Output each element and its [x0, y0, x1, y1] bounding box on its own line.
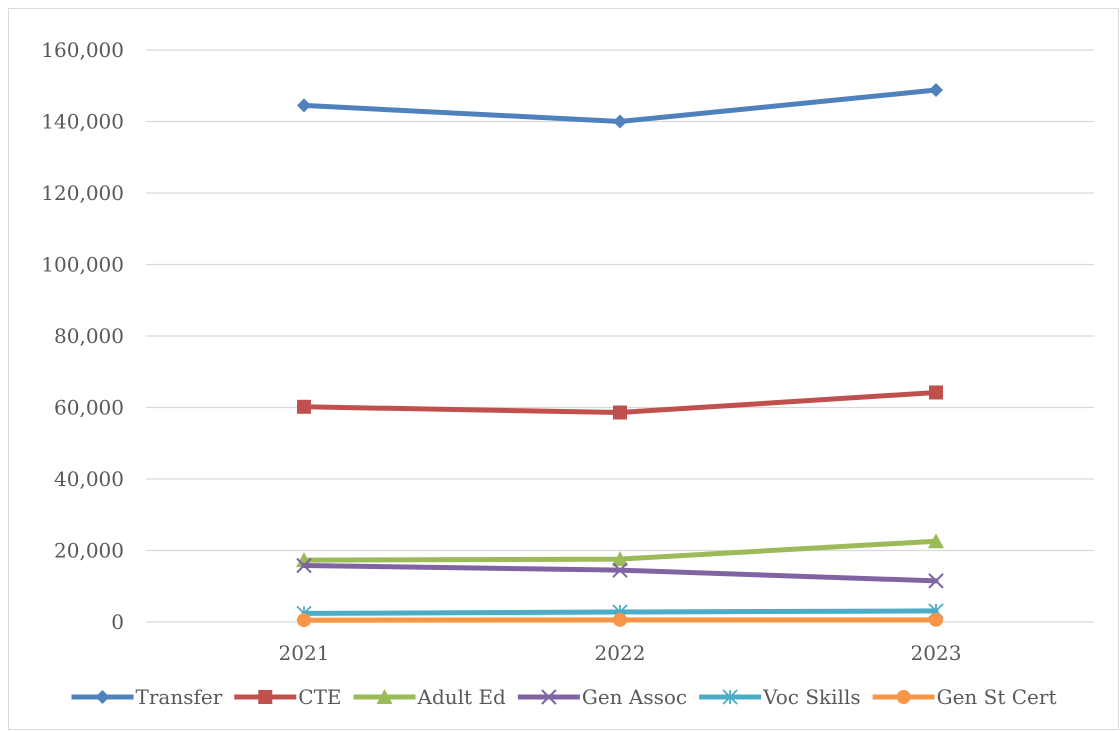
legend-label: CTE — [298, 685, 341, 709]
x-tick-label: 2022 — [595, 641, 646, 665]
legend-label: Gen St Cert — [937, 685, 1057, 709]
y-tick-label: 20,000 — [54, 539, 124, 563]
data-point-cte — [929, 385, 943, 400]
y-tick-label: 160,000 — [41, 38, 124, 62]
data-point-cte — [613, 405, 627, 420]
series-adult-ed — [296, 533, 944, 568]
data-point-gen-st-cert — [929, 612, 943, 627]
legend-marker — [722, 689, 738, 705]
data-point-transfer — [929, 83, 943, 98]
legend-item: Transfer — [71, 685, 223, 709]
y-tick-label: 80,000 — [54, 324, 124, 348]
series-gen-assoc — [296, 557, 944, 589]
y-tick-label: 140,000 — [41, 110, 124, 134]
legend-label: Adult Ed — [417, 685, 507, 709]
data-point-adult-ed — [928, 533, 944, 549]
x-tick-label: 2023 — [911, 641, 962, 665]
y-tick-label: 100,000 — [41, 253, 124, 277]
data-point-cte — [297, 399, 311, 414]
x-axis: 2021 2022 2023 — [279, 641, 962, 665]
legend-marker — [95, 690, 110, 704]
legend-item: Voc Skills — [699, 685, 861, 709]
data-point-gen-st-cert — [613, 612, 627, 627]
y-tick-label: 0 — [111, 610, 124, 634]
legend-marker — [376, 689, 393, 704]
data-point-adult-ed — [612, 551, 628, 567]
series-layer — [296, 83, 944, 628]
data-point-transfer — [297, 98, 311, 113]
data-point-gen-st-cert — [297, 613, 311, 628]
y-axis: 0 20,000 40,000 60,000 80,000 100,000 120,000 1… — [41, 38, 124, 634]
data-point-gen-assoc — [612, 562, 628, 578]
legend-marker — [896, 690, 911, 704]
legend-label: Transfer — [136, 685, 223, 709]
legend-marker — [258, 690, 273, 704]
legend-item: Adult Ed — [353, 685, 507, 709]
legend-label: Gen Assoc — [582, 685, 687, 709]
series-line-gen-assoc — [301, 563, 939, 584]
legend-marker — [541, 689, 557, 705]
y-tick-label: 40,000 — [54, 467, 124, 491]
legend-item: CTE — [234, 685, 342, 709]
x-tick-label: 2021 — [279, 641, 330, 665]
legend-item: Gen St Cert — [872, 685, 1057, 709]
series-gen-st-cert — [297, 612, 943, 628]
legend-item: Gen Assoc — [517, 685, 687, 709]
data-point-transfer — [613, 114, 627, 129]
data-point-gen-assoc — [296, 557, 312, 574]
legend: Transfer CTE Adult Ed Gen Assoc Voc Skills Ge… — [71, 685, 1057, 709]
gridlines — [146, 49, 1094, 623]
series-cte — [297, 385, 943, 420]
series-transfer — [297, 83, 943, 129]
y-tick-label: 120,000 — [41, 181, 124, 205]
data-point-gen-assoc — [928, 573, 944, 589]
legend-label: Voc Skills — [762, 685, 860, 709]
y-tick-label: 60,000 — [54, 396, 124, 420]
